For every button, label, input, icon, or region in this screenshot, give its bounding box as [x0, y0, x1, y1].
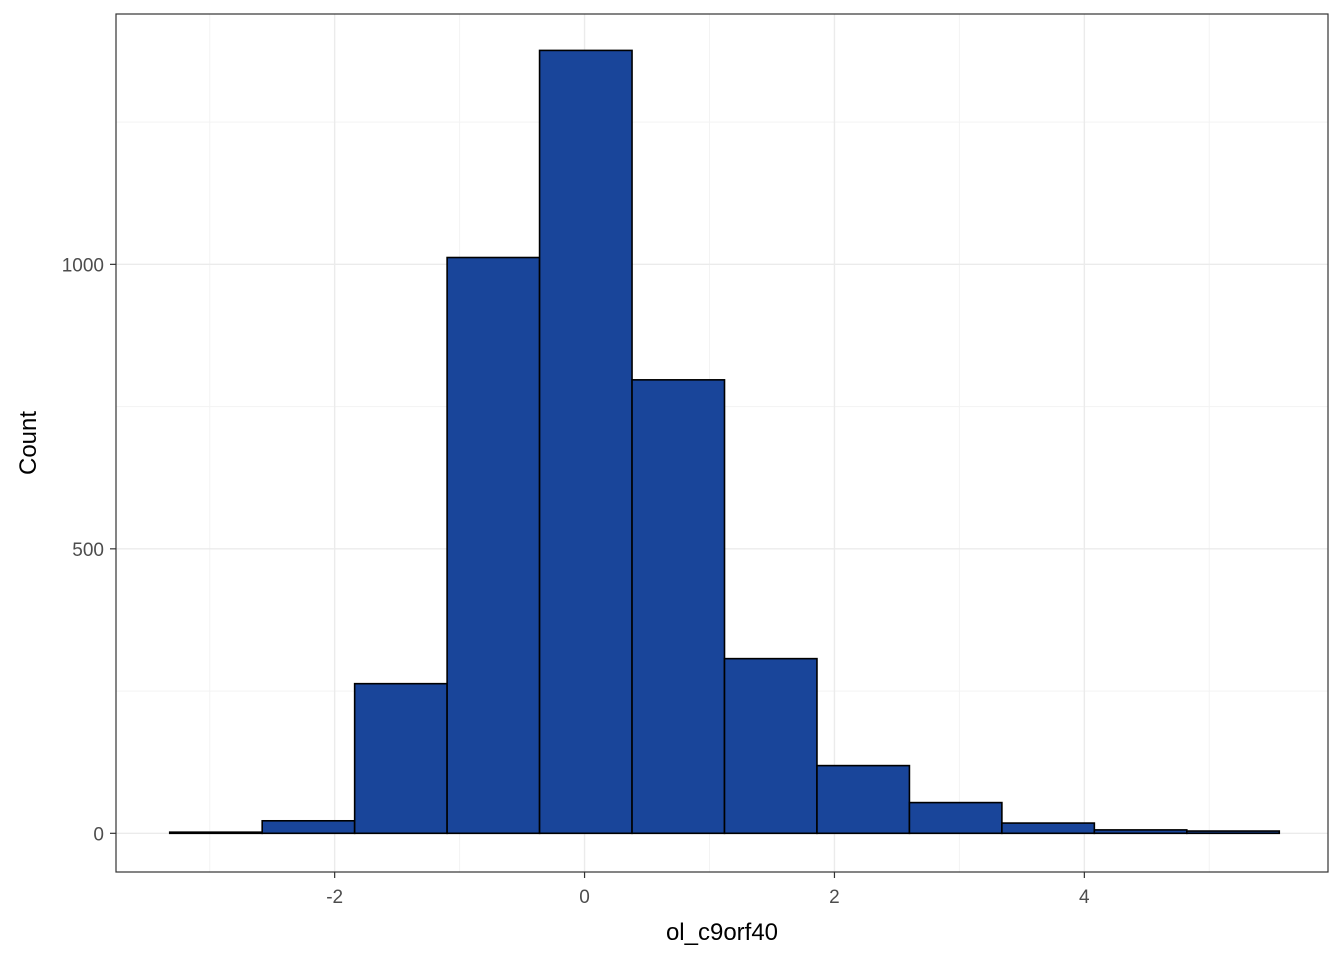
histogram-bar-5 — [538, 49, 633, 835]
y-axis-title: Count — [15, 411, 42, 475]
histogram-bar-6 — [631, 379, 726, 835]
histogram-bar-10 — [1001, 822, 1096, 835]
histogram-bar-2 — [261, 819, 356, 835]
histogram-bar-12 — [1186, 830, 1281, 835]
x-tick-label: -2 — [326, 887, 343, 908]
histogram-bar-8 — [816, 764, 911, 835]
histogram-bar-4 — [446, 256, 541, 835]
histogram-bar-1 — [168, 831, 263, 835]
y-tick-label: 1000 — [62, 255, 104, 276]
y-tick-label: 0 — [93, 824, 104, 845]
y-axis-ticks: 0 500 1000 — [62, 255, 116, 845]
x-tick-label: 4 — [1079, 887, 1090, 908]
histogram-bar-9 — [908, 801, 1003, 835]
x-tick-label: 0 — [579, 887, 590, 908]
histogram-bar-7 — [723, 657, 818, 835]
histogram-bar-11 — [1093, 829, 1188, 835]
x-tick-label: 2 — [829, 887, 840, 908]
x-axis-title: ol_c9orf40 — [666, 919, 778, 946]
x-axis-ticks: -2 0 2 4 — [326, 872, 1090, 908]
panel-border — [115, 13, 1329, 873]
histogram-bar-3 — [353, 682, 448, 835]
histogram-bars — [168, 49, 1281, 835]
y-tick-label: 500 — [72, 540, 104, 561]
